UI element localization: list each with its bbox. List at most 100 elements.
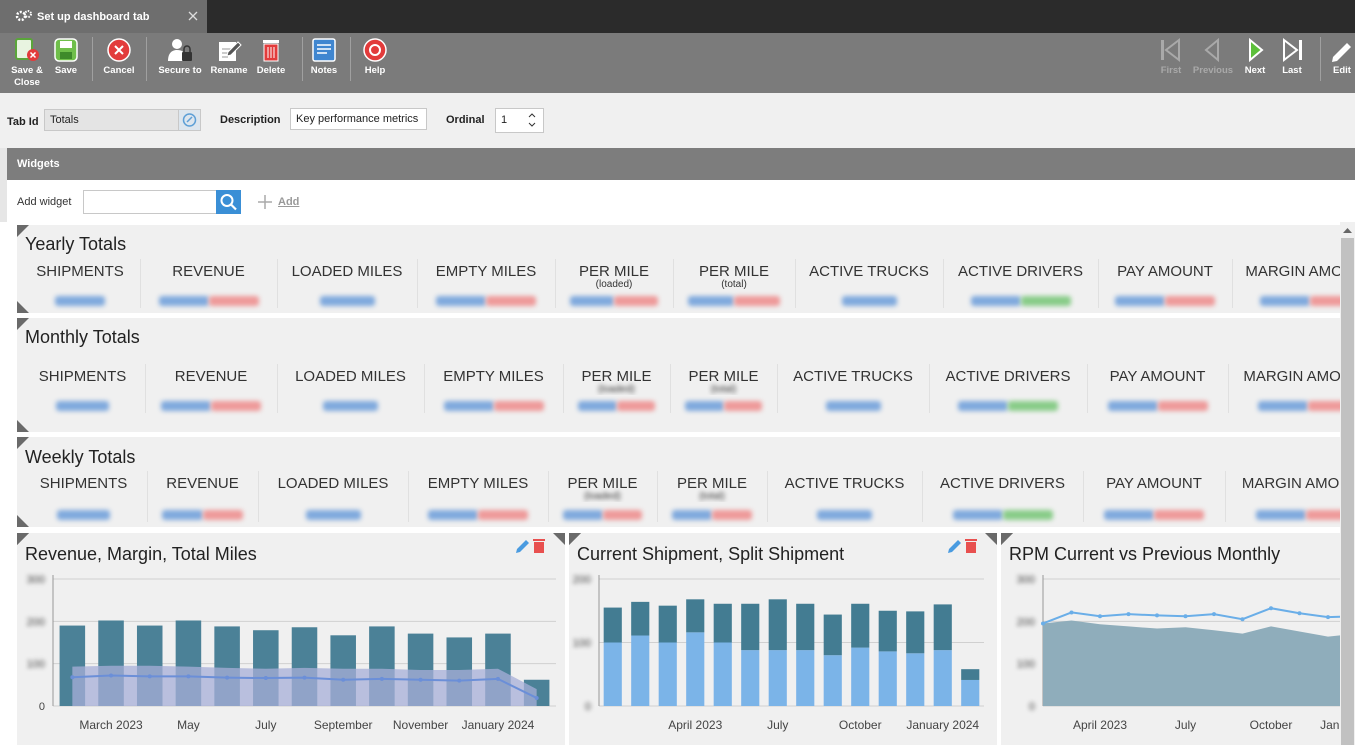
y-tick-label: 200 [1017,616,1035,628]
area [1043,620,1340,706]
add-icon [258,195,272,209]
bar [961,679,980,706]
kpi-label: PER MILE [578,263,650,280]
column-divider [548,471,549,522]
kpi-column: PAY AMOUNT [1083,475,1225,492]
kpi-label: PAY AMOUNT [1109,368,1206,385]
scroll-thumb[interactable] [1341,238,1354,745]
secure-button[interactable]: Secure to [156,37,204,77]
next-button[interactable]: Next [1231,37,1279,77]
x-tick-label: April 2023 [668,718,722,732]
kpi-value-blurred [614,296,658,306]
rename-button[interactable]: Rename [205,37,253,77]
y-tick-label: 100 [573,638,591,650]
kpi-value-blurred [55,296,105,306]
tab-id-field[interactable]: Totals [44,109,179,131]
add-widget-label: Add widget [17,196,72,208]
kpi-column: EMPTY MILES [408,475,548,492]
delete-button[interactable]: Delete [247,37,295,77]
kpi-label: LOADED MILES [277,475,389,492]
field-label: Description [220,114,281,126]
cancel-button[interactable]: Cancel [95,37,143,77]
column-divider [943,259,944,308]
kpi-value-blurred [1154,510,1204,520]
bar [823,655,842,706]
kpi-column: SHIPMENTS [20,368,145,385]
kpi-label: EMPTY MILES [443,368,544,385]
x-tick-label: July [1175,718,1196,732]
column-divider [922,471,923,522]
widgets-title: Widgets [17,158,60,170]
bar [686,599,705,633]
tab-close[interactable] [188,11,198,21]
notes-button[interactable]: Notes [300,37,348,77]
first-button[interactable]: First [1147,37,1195,77]
bar [713,603,732,643]
tab[interactable]: Set up dashboard tab [0,0,207,33]
line-marker [1069,610,1074,615]
line-marker [457,678,462,683]
delete-icon[interactable] [533,539,545,553]
kpi-column: ACTIVE TRUCKS [777,368,929,385]
column-divider [555,259,556,308]
description-field[interactable]: Key performance metrics [290,108,427,130]
last-button[interactable]: Last [1268,37,1316,77]
column-divider [408,471,409,522]
kpi-label: SHIPMENTS [36,263,124,280]
chart-title: RPM Current vs Previous Monthly [1009,544,1280,564]
save-button[interactable]: Save [42,37,90,77]
kpi-value-blurred [841,296,897,306]
line-marker [225,675,230,680]
button-label: Secure to [158,65,202,76]
edit-button[interactable]: Edit [1318,37,1355,77]
delete-icon[interactable] [965,539,977,553]
scrollbar[interactable] [1340,222,1355,745]
kpi-value-blurred [428,510,478,520]
kpi-label: EMPTY MILES [427,475,529,492]
bar [851,647,870,706]
line-marker [1212,612,1216,617]
kpi-value-blurred [56,510,111,520]
add-widget-row: Add widget Add [7,180,1355,222]
previous-button[interactable]: Previous [1189,37,1237,77]
line-marker [186,674,191,679]
kpi-column: ACTIVE DRIVERS [943,263,1098,280]
icon [1283,37,1302,63]
button-label: Save & Close [11,65,43,88]
chart: Revenue, Margin, Total Miles 0 100 200 300 Ma… [17,533,565,732]
bar [603,642,622,706]
search-button[interactable] [216,190,241,214]
kpi-label: PAY AMOUNT [1106,475,1202,492]
edit-icon[interactable] [948,540,961,553]
line-marker [379,676,384,681]
help-button[interactable]: Help [351,37,399,77]
scroll-up[interactable] [1343,227,1352,233]
tab-bar: Set up dashboard tab [0,0,1355,33]
bar [631,601,650,636]
kpi-column: PAY AMOUNT [1087,368,1228,385]
save-close-button[interactable]: Save & Close [3,37,51,89]
add-widget-input[interactable] [83,190,217,214]
spinner[interactable] [527,111,537,129]
button-label: Rename [210,65,248,76]
kpi-column: ACTIVE TRUCKS [795,263,943,280]
lookup-button[interactable] [178,109,201,131]
kpi-column: PER MILE (loaded) [555,263,673,290]
kpi-sublabel: (total) [699,491,725,502]
y-tick-label: 200 [573,574,591,586]
kpi-label: ACTIVE TRUCKS [784,475,905,492]
kpi-label: REVENUE [172,263,245,280]
widgets-header: Widgets [7,148,1355,180]
kpi-column: LOADED MILES [277,263,417,280]
bar [961,669,980,680]
kpi-value-blurred [1307,401,1340,411]
add-button[interactable]: Add [278,196,300,208]
icon [54,38,78,62]
kpi-value-blurred [1107,401,1158,411]
kpi-value-blurred [1104,510,1154,520]
kpi-value-blurred [436,296,486,306]
x-tick-label: January 2024 [906,718,979,732]
ordinal-field[interactable]: 1 [495,108,544,133]
edit-icon[interactable] [516,540,529,553]
kpi-label: PER MILE [567,475,638,492]
